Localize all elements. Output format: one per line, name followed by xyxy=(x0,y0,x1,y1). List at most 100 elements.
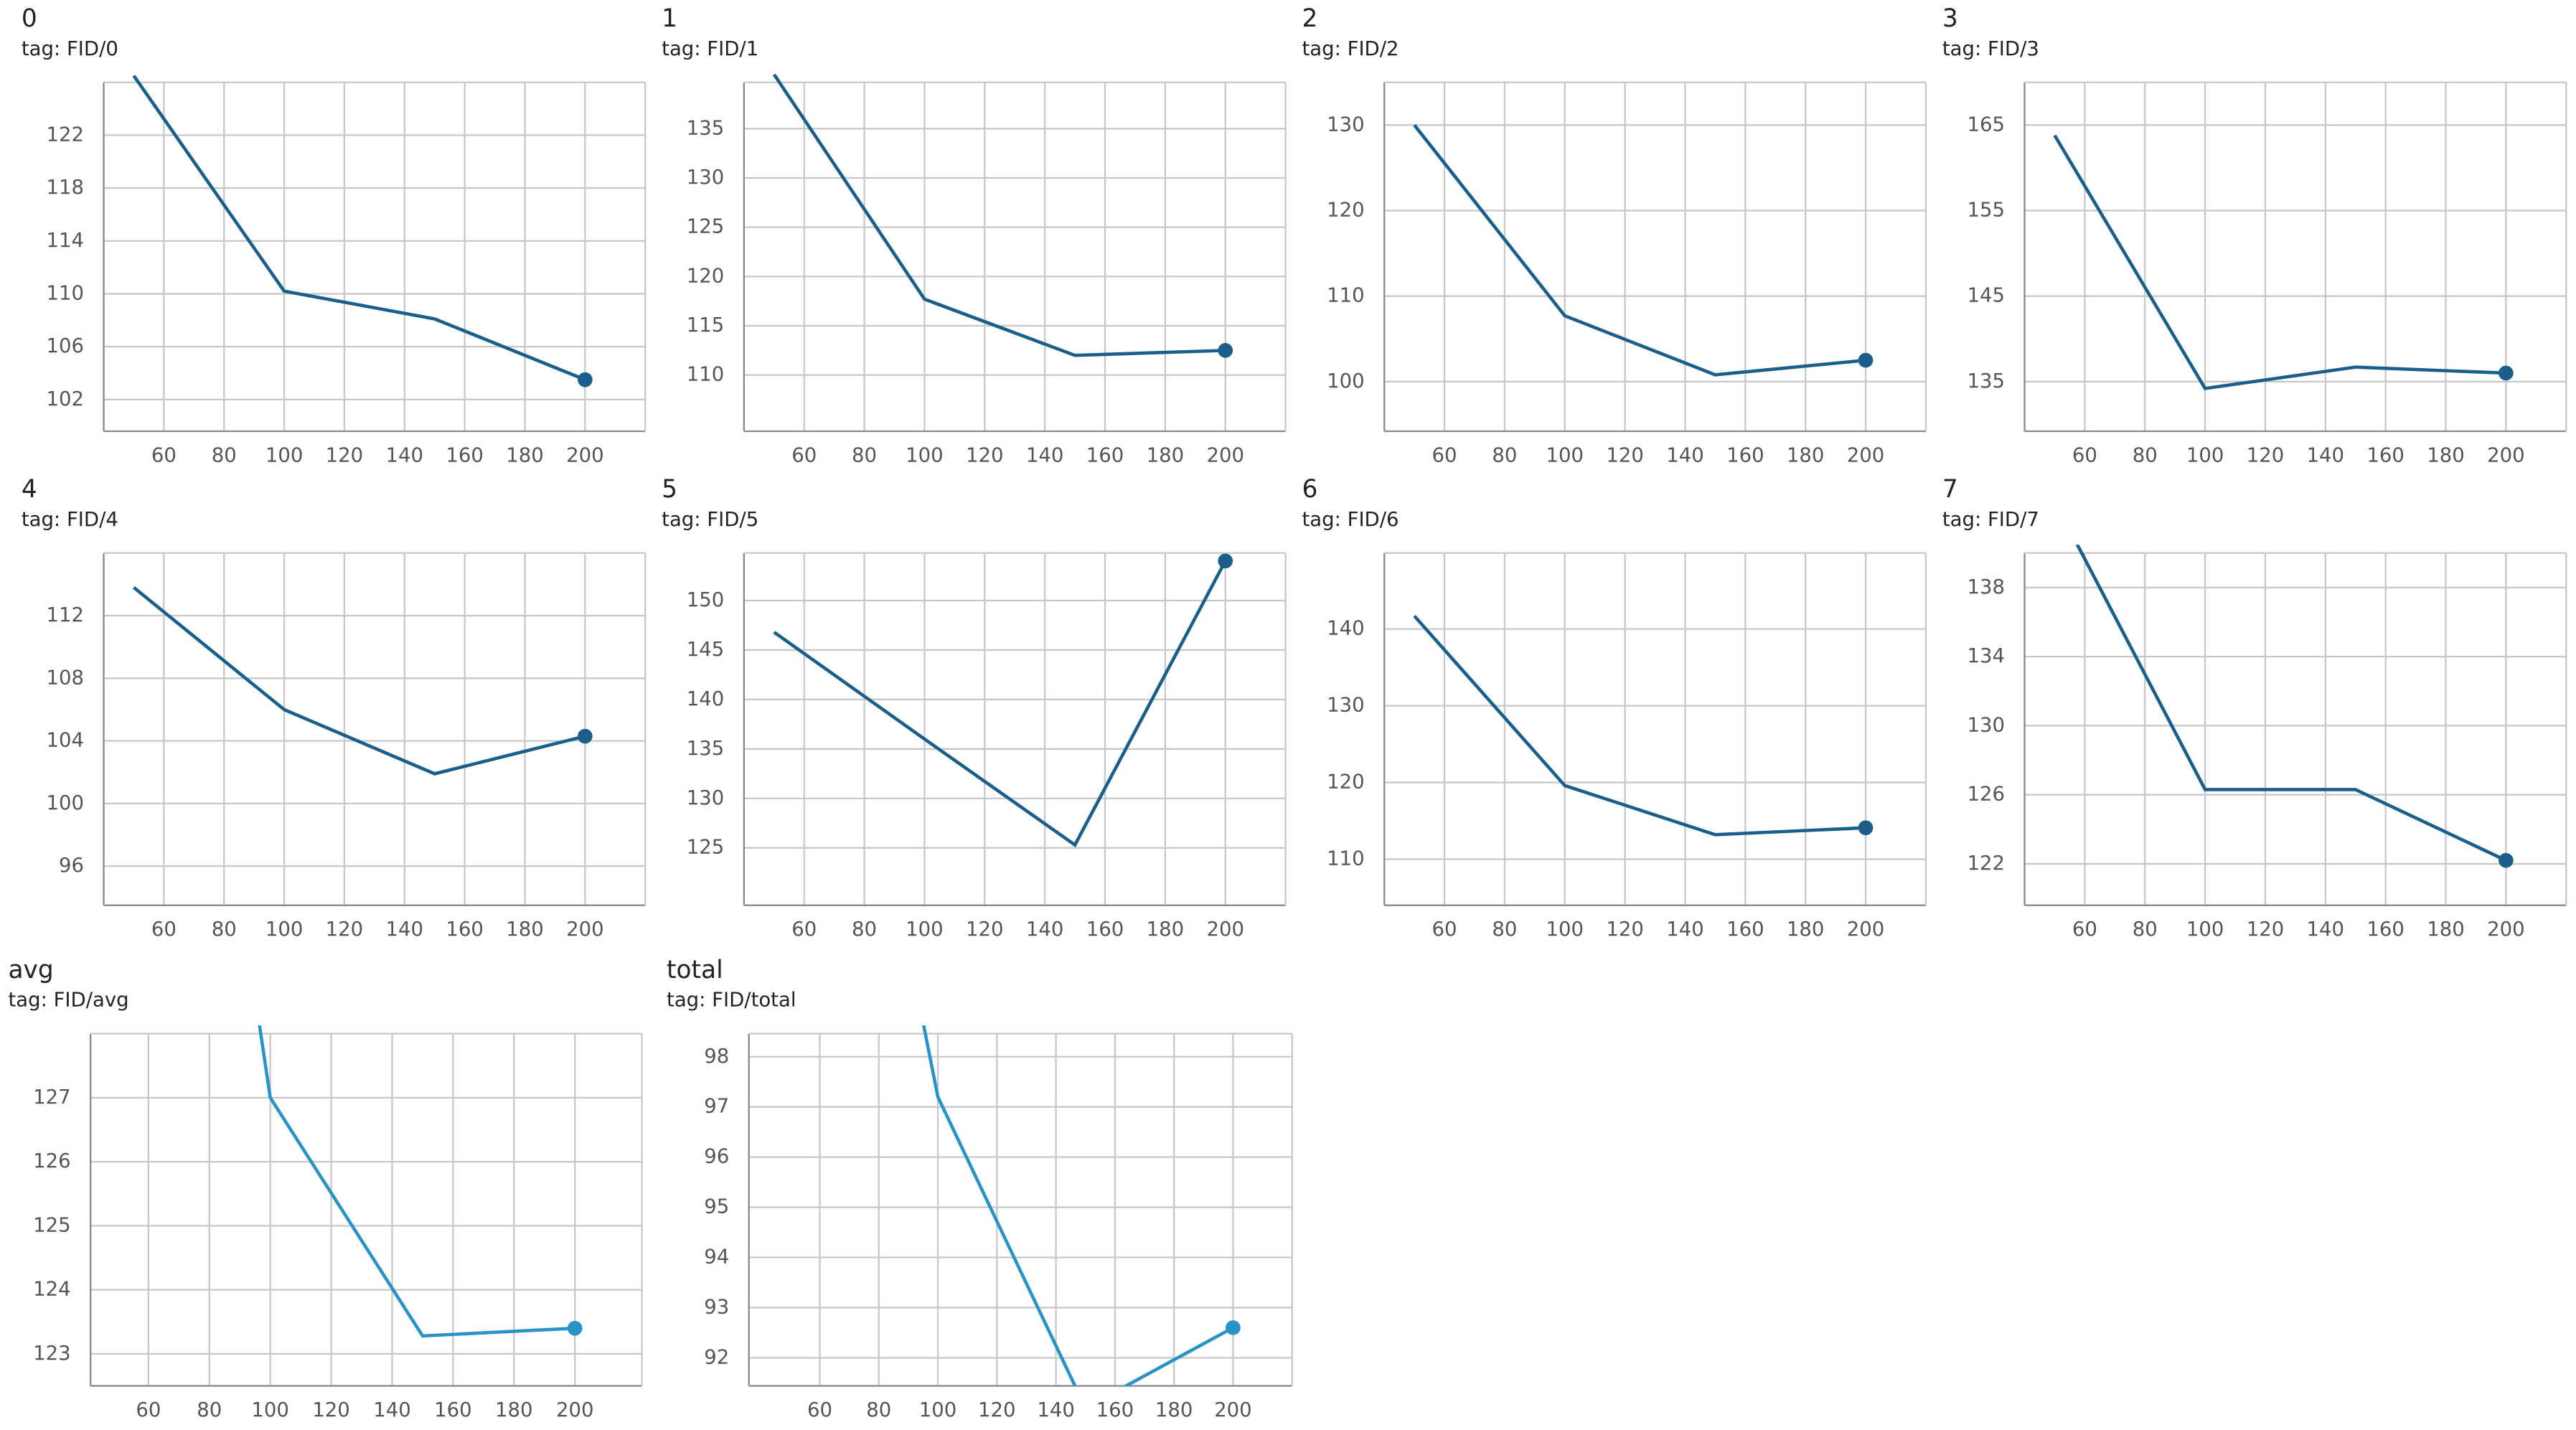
x-tick-label: 100 xyxy=(265,918,304,941)
y-tick-label: 138 xyxy=(1967,575,2005,598)
y-tick-label: 125 xyxy=(33,1213,71,1236)
chart-subtitle: tag: FID/6 xyxy=(1302,508,1399,531)
x-tick-label: 140 xyxy=(1026,918,1064,941)
line xyxy=(132,585,586,776)
chart-panel: 0 tag: FID/0 102 106 110 114 118 122 60 80 100 120 1… xyxy=(22,4,647,466)
x-tick-label: 140 xyxy=(1666,918,1704,941)
x-tick-label: 80 xyxy=(2133,918,2158,941)
x-tick-label: 180 xyxy=(506,918,544,941)
chart-panel: 2 tag: FID/2 100 110 120 130 60 80 100 120 140 160 1… xyxy=(1302,4,1927,466)
chart-subtitle: tag: FID/7 xyxy=(1942,508,2039,531)
y-tick-label: 94 xyxy=(704,1245,729,1268)
x-tick-label: 120 xyxy=(312,1398,350,1421)
y-tick-label: 130 xyxy=(1327,113,1365,136)
chart-panel: 3 tag: FID/3 135 145 155 165 60 80 100 120 140 160 1… xyxy=(1942,4,2567,466)
x-tick-label: 120 xyxy=(326,443,364,466)
y-tick-label: 145 xyxy=(1967,284,2005,307)
last-point-marker xyxy=(578,728,593,744)
y-tick-label: 135 xyxy=(687,116,725,139)
y-tick-label: 130 xyxy=(687,786,725,809)
y-tick-label: 93 xyxy=(704,1295,729,1318)
last-point-marker xyxy=(1218,553,1233,569)
x-tick-label: 100 xyxy=(2186,918,2224,941)
x-tick-label: 200 xyxy=(566,443,604,466)
x-tick-label: 180 xyxy=(1147,918,1185,941)
y-tick-label: 106 xyxy=(46,334,84,357)
y-tick-label: 124 xyxy=(33,1278,71,1301)
x-tick-label: 120 xyxy=(966,918,1004,941)
chart-title: 1 xyxy=(662,4,677,33)
x-tick-label: 60 xyxy=(807,1398,832,1421)
y-tick-label: 145 xyxy=(687,638,725,661)
x-tick-label: 80 xyxy=(866,1398,891,1421)
y-tick-label: 110 xyxy=(46,281,84,304)
x-tick-label: 140 xyxy=(2307,443,2345,466)
x-tick-label: 60 xyxy=(2072,918,2097,941)
line xyxy=(258,1025,575,1338)
x-tick-label: 80 xyxy=(852,443,877,466)
x-tick-label: 100 xyxy=(906,443,944,466)
line xyxy=(2053,134,2506,390)
x-tick-label: 180 xyxy=(2427,443,2465,466)
x-tick-label: 80 xyxy=(2133,443,2158,466)
y-tick-label: 97 xyxy=(704,1095,729,1118)
y-tick-label: 98 xyxy=(704,1045,729,1068)
x-tick-label: 180 xyxy=(495,1398,533,1421)
line xyxy=(132,75,586,382)
chart-subtitle: tag: FID/1 xyxy=(662,37,758,60)
line xyxy=(772,74,1226,357)
x-tick-label: 200 xyxy=(1847,443,1885,466)
y-tick-label: 100 xyxy=(1327,370,1365,392)
x-tick-label: 180 xyxy=(506,443,544,466)
chart-title: 6 xyxy=(1302,475,1317,504)
x-tick-label: 100 xyxy=(906,918,944,941)
chart-subtitle: tag: FID/avg xyxy=(8,989,128,1012)
y-tick-label: 125 xyxy=(687,836,725,859)
x-tick-label: 160 xyxy=(1096,1398,1134,1421)
x-tick-label: 80 xyxy=(212,443,237,466)
x-tick-label: 80 xyxy=(197,1398,222,1421)
chart-title: total xyxy=(667,956,723,984)
y-tick-label: 115 xyxy=(687,314,725,337)
chart-title: 7 xyxy=(1942,475,1958,504)
x-tick-label: 200 xyxy=(566,918,604,941)
x-tick-label: 120 xyxy=(326,918,364,941)
x-tick-label: 60 xyxy=(2072,443,2097,466)
y-tick-label: 130 xyxy=(1327,694,1365,717)
x-tick-label: 60 xyxy=(151,918,177,941)
x-tick-label: 80 xyxy=(852,918,877,941)
last-point-marker xyxy=(1226,1320,1241,1335)
plot xyxy=(132,585,593,776)
y-tick-label: 100 xyxy=(46,791,84,814)
chart-panel: 6 tag: FID/6 110 120 130 140 60 80 100 120 140 160 1… xyxy=(1302,475,1927,941)
plot xyxy=(1413,614,1874,837)
y-tick-label: 104 xyxy=(46,729,84,752)
x-tick-label: 200 xyxy=(1206,443,1244,466)
x-tick-label: 160 xyxy=(1086,443,1124,466)
chart-subtitle: tag: FID/4 xyxy=(22,508,118,531)
x-tick-label: 80 xyxy=(212,918,237,941)
last-point-marker xyxy=(1218,343,1233,358)
x-tick-label: 200 xyxy=(2487,918,2525,941)
y-tick-label: 140 xyxy=(1327,617,1365,640)
y-tick-label: 112 xyxy=(46,603,84,626)
chart-title: 0 xyxy=(22,4,37,33)
x-tick-label: 180 xyxy=(2427,918,2465,941)
y-tick-label: 150 xyxy=(687,588,725,611)
y-tick-label: 130 xyxy=(687,166,725,189)
chart-title: 3 xyxy=(1942,4,1958,33)
last-point-marker xyxy=(1858,820,1874,835)
x-tick-label: 140 xyxy=(2307,918,2345,941)
last-point-marker xyxy=(567,1320,583,1336)
line xyxy=(2075,545,2507,862)
x-tick-label: 100 xyxy=(265,443,304,466)
chart-panel: 7 tag: FID/7 122 126 130 134 138 60 80 100 120 140 1… xyxy=(1942,475,2567,941)
plot xyxy=(258,1025,583,1338)
y-tick-label: 96 xyxy=(59,854,84,877)
x-tick-label: 200 xyxy=(2487,443,2525,466)
y-tick-label: 110 xyxy=(687,363,725,386)
x-tick-label: 180 xyxy=(1787,918,1825,941)
y-tick-label: 126 xyxy=(1967,783,2005,806)
x-tick-label: 180 xyxy=(1155,1398,1193,1421)
